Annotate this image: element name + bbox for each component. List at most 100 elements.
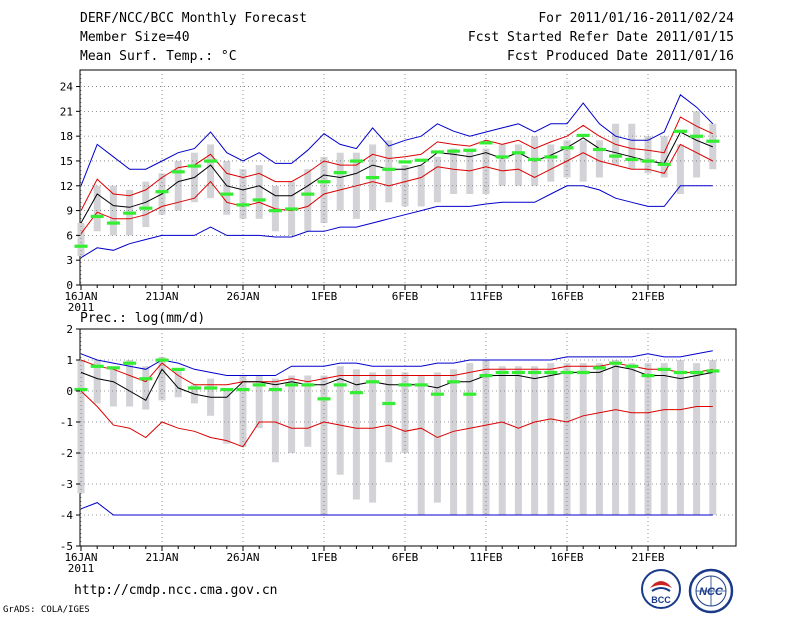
ensemble-marker: [317, 397, 331, 401]
ensemble-box: [417, 165, 425, 207]
x-tick-label: 16JAN: [64, 551, 97, 564]
ensemble-marker: [398, 383, 412, 387]
ensemble-box: [126, 360, 134, 407]
ensemble-box: [304, 169, 312, 232]
bcc-logo: BCC: [641, 569, 681, 609]
ensemble-marker: [657, 162, 671, 166]
ensemble-box: [595, 140, 603, 178]
ensemble-box: [320, 156, 328, 223]
ensemble-marker: [463, 148, 477, 152]
series-max: [80, 350, 713, 376]
y-tick-label: -4: [60, 509, 74, 522]
ensemble-box: [547, 363, 555, 515]
svg-text:BCC: BCC: [651, 595, 671, 605]
ensemble-marker: [641, 374, 655, 378]
y-tick-label: 24: [60, 81, 74, 94]
ensemble-box: [223, 160, 231, 215]
ensemble-box: [498, 366, 506, 515]
ensemble-box: [450, 148, 458, 195]
ensemble-marker: [220, 192, 234, 196]
ensemble-marker: [333, 383, 347, 387]
ensemble-marker: [90, 214, 104, 219]
ensemble-box: [385, 369, 393, 463]
series-min: [80, 185, 713, 259]
svg-text:NCC: NCC: [699, 586, 724, 598]
ensemble-box: [239, 375, 247, 447]
ensemble-box: [482, 148, 490, 195]
ensemble-box: [142, 181, 150, 228]
variable-label: Mean Surf. Temp.: °C: [80, 49, 237, 64]
ensemble-marker: [511, 151, 525, 155]
ensemble-marker: [301, 383, 315, 387]
y-tick-label: 9: [66, 205, 73, 218]
x-tick-label: 26JAN: [226, 290, 259, 303]
ensemble-marker: [657, 367, 671, 371]
y-tick-label: 15: [60, 155, 73, 168]
ensemble-marker: [430, 150, 444, 154]
ensemble-marker: [252, 383, 266, 387]
ensemble-marker: [317, 180, 331, 184]
y-tick-label: 0: [66, 385, 73, 398]
series-lower: [80, 390, 713, 448]
ensemble-marker: [690, 134, 704, 138]
ensemble-box: [255, 165, 263, 219]
y-tick-label: -2: [60, 447, 73, 460]
ensemble-box: [531, 366, 539, 515]
series-lower: [80, 143, 714, 235]
ensemble-marker: [625, 157, 639, 162]
ensemble-marker: [106, 221, 120, 225]
ensemble-box: [288, 375, 296, 453]
ensemble-marker: [609, 361, 623, 365]
x-tick-label: 21JAN: [145, 290, 178, 303]
ensemble-box: [498, 144, 506, 186]
ensemble-box: [547, 144, 555, 182]
series-upper: [80, 359, 713, 386]
ensemble-marker: [414, 383, 428, 387]
ensemble-marker: [479, 374, 493, 378]
ensemble-marker: [187, 164, 201, 168]
ensemble-box: [563, 363, 571, 515]
x-tick-label: 11FEB: [469, 290, 502, 303]
ensemble-marker: [204, 386, 218, 390]
series-max: [80, 94, 714, 186]
ensemble-marker: [366, 380, 380, 384]
ensemble-box: [644, 363, 652, 515]
ensemble-marker: [268, 209, 282, 213]
x-tick-label: 21FEB: [631, 290, 664, 303]
x-tick-label: 16FEB: [550, 551, 583, 564]
ensemble-marker: [333, 171, 347, 175]
ensemble-marker: [139, 377, 153, 381]
series-mean: [80, 365, 713, 401]
panel-subtitle: Prec.: log(mm/d): [80, 311, 205, 326]
ensemble-marker: [706, 369, 720, 373]
source-url[interactable]: http://cmdp.ncc.cma.gov.cn: [74, 583, 278, 598]
panel-temperature: 0 3 6 9 12 15 18 21 24 16JAN 21JAN 26JAN 1FEB 6FEB 11F…: [60, 69, 737, 314]
ensemble-marker: [495, 155, 509, 159]
ensemble-box: [514, 144, 522, 186]
ensemble-box: [109, 366, 117, 407]
ensemble-box: [709, 360, 717, 515]
forecast-start-date: Fcst Started Refer Date 2011/01/15: [467, 30, 734, 45]
forecast-produced-date: Fcst Produced Date 2011/01/16: [507, 49, 734, 64]
ensemble-box: [612, 360, 620, 515]
ensemble-marker: [430, 392, 444, 396]
ensemble-marker: [106, 366, 120, 370]
ensemble-marker: [171, 170, 185, 174]
ensemble-box: [385, 140, 393, 203]
ensemble-marker: [236, 387, 250, 392]
ensemble-marker: [560, 146, 574, 150]
ensemble-box: [369, 372, 377, 503]
ensemble-marker: [382, 167, 396, 171]
series-mean: [80, 131, 713, 224]
ncc-logo: NCC: [688, 568, 734, 614]
ensemble-box: [676, 360, 684, 515]
ensemble-box: [628, 123, 636, 170]
ensemble-box: [433, 156, 441, 203]
ensemble-box: [595, 363, 603, 515]
ensemble-marker: [285, 383, 299, 387]
y-tick-label: -1: [60, 416, 73, 429]
x-tick-label: 6FEB: [392, 551, 419, 564]
ensemble-marker: [592, 147, 606, 152]
ensemble-box: [271, 378, 279, 463]
ensemble-box: [693, 363, 701, 515]
